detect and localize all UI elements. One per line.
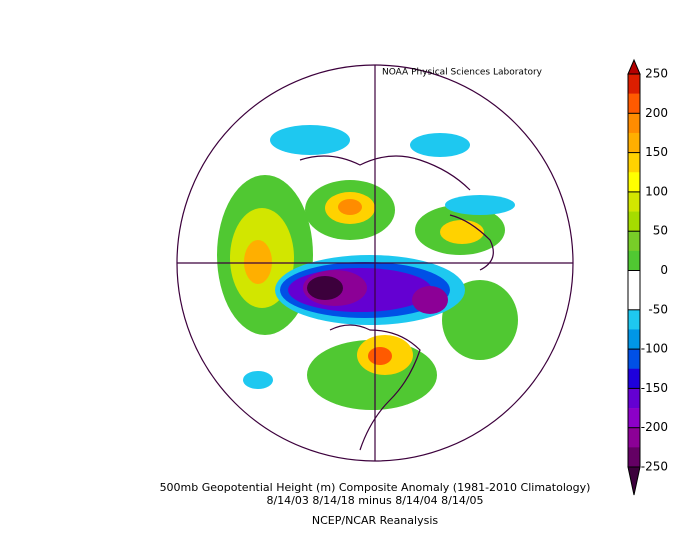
colorbar-tick-label: 50 xyxy=(653,224,668,238)
colorbar-band xyxy=(628,427,640,448)
colorbar-band xyxy=(628,231,640,252)
map-dates: 8/14/03 8/14/18 minus 8/14/04 8/14/05 xyxy=(266,494,483,507)
colorbar-tick-label: 150 xyxy=(645,145,668,159)
anomaly-blob xyxy=(307,276,343,300)
colorbar-band xyxy=(628,172,640,193)
colorbar-band xyxy=(628,408,640,428)
colorbar-band xyxy=(628,211,640,232)
colorbar-band xyxy=(628,113,640,134)
anomaly-blob xyxy=(243,371,273,389)
data-source: NCEP/NCAR Reanalysis xyxy=(312,514,438,527)
colorbar-tick-label: -50 xyxy=(648,302,668,316)
colorbar-tick-label: 250 xyxy=(645,67,668,81)
colorbar-band xyxy=(628,290,640,311)
colorbar-tick-label: -100 xyxy=(641,342,668,356)
colorbar-under xyxy=(627,466,641,496)
anomaly-blob xyxy=(338,199,362,215)
colorbar-band xyxy=(628,152,640,173)
colorbar-band xyxy=(628,349,640,370)
colorbar-band xyxy=(628,191,640,212)
anomaly-blob xyxy=(440,220,484,244)
colorbar-tick-label: 100 xyxy=(645,184,668,198)
source-label: NOAA Physical Sciences Laboratory xyxy=(382,68,543,78)
anomaly-field xyxy=(217,125,518,410)
colorbar-band xyxy=(628,93,640,114)
colorbar: 250 200 150 100 50 0 -50 -100 -150 -200 -250 xyxy=(627,58,668,496)
colorbar-band xyxy=(628,388,640,409)
anomaly-blob xyxy=(244,240,272,284)
colorbar-band xyxy=(628,329,640,350)
colorbar-over xyxy=(627,58,641,75)
colorbar-tick-label: 0 xyxy=(660,263,668,277)
anomaly-blob xyxy=(368,347,392,365)
colorbar-band xyxy=(628,309,640,330)
map-title: 500mb Geopotential Height (m) Composite … xyxy=(160,481,591,494)
colorbar-band xyxy=(628,132,640,153)
map-frame xyxy=(176,64,574,462)
colorbar-band xyxy=(628,74,640,94)
colorbar-band xyxy=(628,447,640,468)
colorbar-tick-label: 200 xyxy=(645,106,668,120)
anomaly-blob xyxy=(412,286,448,314)
anomaly-blob xyxy=(270,125,350,155)
colorbar-tick-label: -150 xyxy=(641,381,668,395)
colorbar-band xyxy=(628,250,640,271)
colorbar-tick-label: -250 xyxy=(641,460,668,474)
colorbar-band xyxy=(628,270,640,291)
anomaly-blob xyxy=(410,133,470,157)
colorbar-tick-label: -200 xyxy=(641,420,668,434)
anomaly-blob xyxy=(445,195,515,215)
colorbar-band xyxy=(628,368,640,389)
